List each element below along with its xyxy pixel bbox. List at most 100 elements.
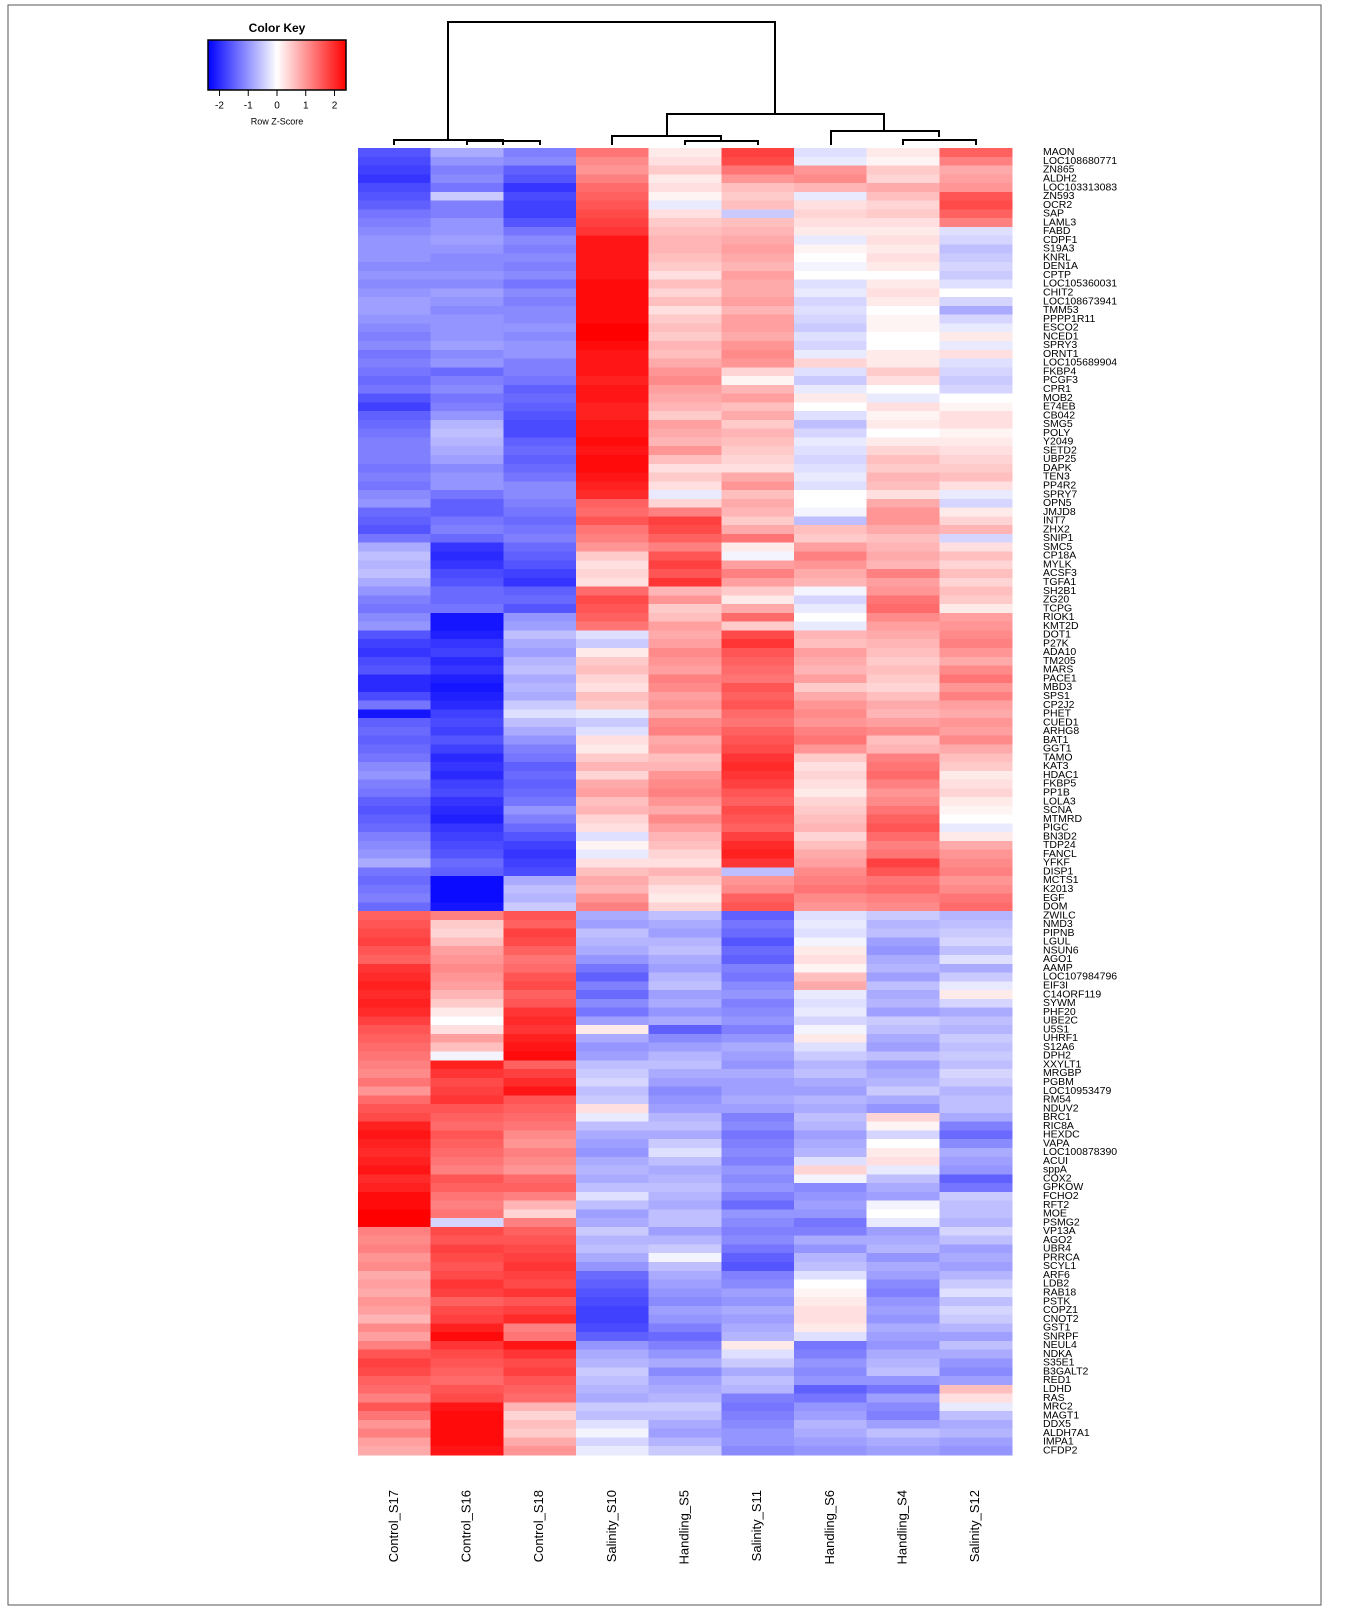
cell [721, 1165, 795, 1175]
cell [648, 665, 722, 675]
row-label: MYLK [1043, 558, 1072, 570]
cell [358, 849, 432, 860]
cell [430, 1016, 504, 1026]
cell [721, 1235, 795, 1246]
cell [794, 998, 868, 1009]
column-label: Salinity_S12 [967, 1490, 982, 1562]
cell [794, 1367, 868, 1377]
cell [576, 314, 650, 325]
cell [794, 174, 868, 184]
cell [430, 1419, 504, 1430]
cell [866, 1262, 940, 1272]
cell [866, 1305, 940, 1316]
row-label: LOC105689904 [1043, 357, 1117, 369]
row-label: CFDP2 [1043, 1444, 1078, 1456]
cell [576, 1086, 650, 1096]
cell [866, 411, 940, 421]
cell [430, 1033, 504, 1044]
cell [866, 735, 940, 746]
cell [358, 1095, 432, 1105]
cell [430, 1060, 504, 1070]
cell [430, 525, 504, 535]
cell [794, 305, 868, 316]
row-label: DAPK [1043, 462, 1072, 474]
cell [648, 840, 722, 851]
cell [648, 1051, 722, 1061]
cell [430, 156, 504, 167]
cell [721, 376, 795, 386]
cell [866, 367, 940, 377]
cell [794, 1376, 868, 1386]
cell [503, 1297, 577, 1307]
cell [866, 244, 940, 254]
cell [576, 569, 650, 579]
cell [358, 779, 432, 789]
cell [576, 621, 650, 632]
cell [358, 700, 432, 710]
cell [721, 630, 795, 640]
row-label: DPH2 [1043, 1050, 1071, 1062]
cell [503, 1270, 577, 1281]
cell [939, 1200, 1013, 1210]
cell [721, 586, 795, 596]
row-label: TAMO [1043, 751, 1073, 763]
cell [721, 1297, 795, 1307]
cell [576, 1323, 650, 1333]
row-label: TCPG [1043, 602, 1072, 614]
cell [721, 1340, 795, 1351]
cell [939, 647, 1013, 658]
row-label: COX2 [1043, 1172, 1072, 1184]
row-label: TGFA1 [1043, 576, 1076, 588]
cell [648, 314, 722, 325]
cell [576, 358, 650, 368]
row-label: LDB2 [1043, 1278, 1069, 1290]
cell [358, 1314, 432, 1325]
cell [503, 1147, 577, 1158]
row-label: U5S1 [1043, 1023, 1069, 1035]
cell [576, 770, 650, 781]
column-label: Handling_S4 [894, 1490, 909, 1564]
cell [576, 1367, 650, 1377]
cell [576, 1305, 650, 1316]
cell [503, 516, 577, 526]
cell [576, 1069, 650, 1079]
cell [503, 1226, 577, 1237]
cell [939, 1226, 1013, 1237]
cell [358, 332, 432, 342]
row-label: UBP25 [1043, 453, 1076, 465]
cell [648, 1262, 722, 1272]
cell [648, 481, 722, 491]
cell [939, 762, 1013, 772]
cell [866, 297, 940, 307]
cell [721, 955, 795, 965]
cell [503, 384, 577, 395]
cell [648, 884, 722, 895]
cell [794, 183, 868, 193]
cell [358, 533, 432, 544]
cell [358, 1069, 432, 1079]
cell [866, 674, 940, 684]
cell [939, 1191, 1013, 1202]
cell [721, 1446, 795, 1456]
cell [866, 700, 940, 710]
cell [358, 1051, 432, 1061]
cell [648, 604, 722, 614]
cell [648, 165, 722, 175]
cell [648, 955, 722, 965]
cell [939, 200, 1013, 211]
row-label: CHIT2 [1043, 287, 1073, 299]
cell [576, 1165, 650, 1175]
cell [648, 621, 722, 632]
cell [503, 569, 577, 579]
cell [358, 1174, 432, 1184]
row-label: RED1 [1043, 1374, 1071, 1386]
cell [866, 902, 940, 912]
cell [358, 463, 432, 474]
cell [721, 1191, 795, 1202]
cell [794, 1060, 868, 1070]
cell [576, 376, 650, 386]
row-label: HEXDC [1043, 1129, 1080, 1141]
row-label: PCGF3 [1043, 374, 1078, 386]
cell [503, 753, 577, 763]
cell [939, 165, 1013, 175]
